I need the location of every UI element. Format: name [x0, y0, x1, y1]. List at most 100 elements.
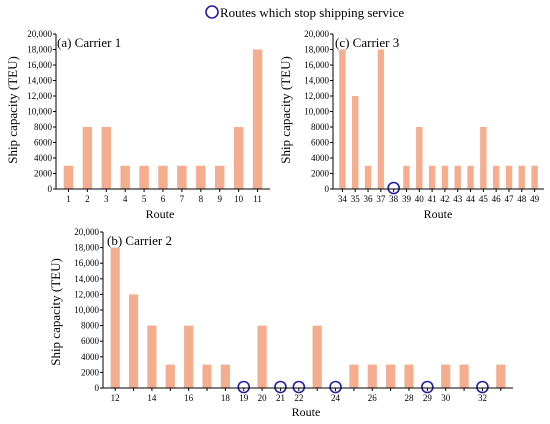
x-tick-label: 5 — [142, 194, 147, 204]
x-tick-label: 30 — [441, 393, 451, 403]
y-tick-label: 18,000 — [27, 45, 52, 55]
bar-route-10 — [233, 127, 244, 189]
bar-route-14 — [147, 325, 157, 388]
x-tick-label: 2 — [85, 194, 90, 204]
y-tick-label: 12,000 — [304, 91, 329, 101]
x-tick-label: 16 — [184, 393, 194, 403]
y-axis-label: Ship capacity (TEU) — [278, 56, 293, 164]
x-tick-label: 20 — [258, 393, 268, 403]
y-tick-label: 8000 — [34, 122, 53, 132]
x-tick-label: 48 — [517, 194, 527, 204]
y-tick-label: 0 — [48, 184, 53, 194]
x-tick-label: 26 — [368, 393, 378, 403]
x-tick-label: 40 — [415, 194, 425, 204]
x-axis-label: Route — [292, 405, 321, 419]
bar-route-40 — [416, 127, 423, 189]
x-tick-label: 12 — [111, 393, 120, 403]
chart-panel-carrier-2: (b) Carrier 2 Ship capacity (TEU) Route … — [48, 227, 513, 419]
stopped-route-marker-21 — [274, 380, 287, 394]
y-tick-label: 20,000 — [304, 29, 329, 39]
y-axis-label: Ship capacity (TEU) — [5, 56, 20, 164]
y-tick-label: 18,000 — [74, 243, 99, 253]
y-tick-label: 4000 — [81, 352, 100, 362]
y-tick-label: 10,000 — [304, 107, 329, 117]
bar-route-18 — [220, 364, 230, 388]
x-tick-label: 47 — [504, 194, 514, 204]
y-tick-label: 10,000 — [74, 305, 99, 315]
x-tick-label: 35 — [351, 194, 361, 204]
y-tick-label: 0 — [325, 184, 330, 194]
bar-route-35 — [352, 96, 359, 189]
x-tick-label: 32 — [478, 393, 487, 403]
y-tick-label: 0 — [95, 383, 100, 393]
x-tick-label: 8 — [199, 194, 204, 204]
y-tick-label: 10,000 — [27, 107, 52, 117]
panel-title: (c) Carrier 3 — [335, 35, 399, 50]
legend-label: Routes which stop shipping service — [220, 5, 404, 20]
bar-route-1 — [63, 165, 74, 189]
x-tick-label: 14 — [147, 393, 157, 403]
stopped-route-marker-32 — [476, 380, 489, 394]
bar-route-48 — [518, 165, 525, 189]
bar-route-47 — [505, 165, 513, 189]
bar-route-6 — [158, 165, 168, 189]
bar-route-34 — [339, 49, 346, 189]
x-tick-label: 49 — [530, 194, 540, 204]
y-tick-label: 20,000 — [74, 227, 99, 237]
bar-route-23 — [312, 325, 322, 388]
x-tick-label: 42 — [440, 194, 449, 204]
bar-route-30 — [441, 364, 451, 388]
bar-route-9 — [215, 165, 225, 189]
x-tick-label: 18 — [221, 393, 231, 403]
y-tick-label: 2000 — [311, 169, 330, 179]
y-tick-label: 16,000 — [74, 258, 99, 268]
bar-route-42 — [441, 165, 449, 189]
x-tick-label: 28 — [405, 393, 415, 403]
y-tick-label: 12,000 — [27, 91, 52, 101]
x-tick-label: 3 — [104, 194, 109, 204]
x-tick-label: 41 — [428, 194, 437, 204]
y-tick-label: 2000 — [34, 169, 53, 179]
bar-route-13 — [128, 294, 139, 388]
x-tick-label: 38 — [389, 194, 399, 204]
bar-route-27 — [386, 364, 396, 388]
y-tick-label: 14,000 — [27, 76, 52, 86]
stopped-route-marker-19 — [237, 380, 251, 394]
y-axis-label: Ship capacity (TEU) — [48, 258, 63, 366]
bar-route-36 — [364, 165, 372, 189]
bar-route-16 — [184, 325, 194, 388]
bar-route-3 — [101, 127, 111, 189]
legend: Routes which stop shipping service — [205, 5, 404, 20]
bar-route-45 — [480, 127, 487, 189]
y-tick-label: 4000 — [311, 153, 330, 163]
x-tick-label: 1 — [66, 194, 71, 204]
x-tick-label: 9 — [217, 194, 222, 204]
stopped-route-marker-22 — [292, 380, 306, 394]
x-axis-label: Route — [146, 207, 175, 221]
x-tick-label: 7 — [180, 194, 185, 204]
x-tick-label: 36 — [364, 194, 374, 204]
legend-marker — [205, 5, 219, 19]
x-tick-label: 4 — [123, 194, 128, 204]
stopped-route-marker-24 — [329, 380, 342, 394]
bar-route-8 — [196, 165, 206, 189]
x-tick-label: 44 — [466, 194, 476, 204]
panel-title: (a) Carrier 1 — [57, 35, 121, 50]
stopped-route-marker-29 — [421, 380, 434, 394]
bar-route-11 — [252, 49, 263, 189]
x-tick-label: 43 — [453, 194, 463, 204]
y-tick-label: 6000 — [81, 336, 100, 346]
y-tick-label: 14,000 — [74, 274, 99, 284]
bar-route-25 — [349, 364, 359, 388]
bar-route-37 — [377, 49, 385, 189]
y-tick-label: 8000 — [81, 321, 100, 331]
stopped-route-marker-38 — [387, 181, 400, 195]
y-tick-label: 16,000 — [27, 60, 52, 70]
x-tick-label: 10 — [234, 194, 244, 204]
x-tick-label: 45 — [479, 194, 489, 204]
y-tick-label: 16,000 — [304, 60, 329, 70]
bar-route-20 — [257, 325, 267, 388]
bar-route-7 — [177, 165, 187, 189]
x-tick-label: 24 — [331, 393, 341, 403]
x-tick-label: 19 — [239, 393, 249, 403]
